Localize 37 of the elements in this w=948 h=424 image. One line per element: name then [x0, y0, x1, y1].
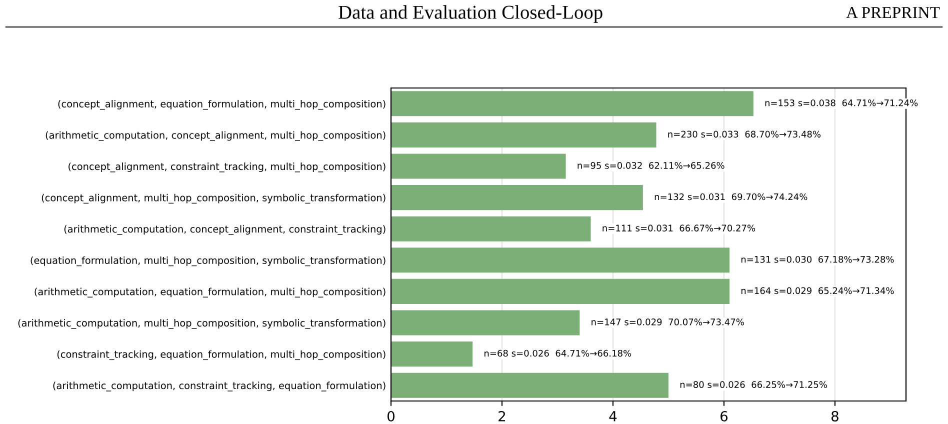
chart-title: Data and Evaluation Closed-Loop: [338, 5, 602, 23]
y-tick-label: (arithmetic_computation, multi_hop_composition, symbolic_transformation): [18, 319, 386, 329]
bar: [391, 185, 643, 210]
bar: [391, 278, 730, 304]
bar: [391, 310, 580, 336]
bar: [391, 248, 730, 273]
y-tick-label: (concept_alignment, equation_formulation, multi_hop_composition): [58, 100, 386, 110]
annotation: n=68 s=0.026 64.71%→66.18%: [484, 350, 632, 357]
y-tick-label: (arithmetic_computation, concept_alignment, multi_hop_composition): [46, 131, 386, 141]
bar: [391, 372, 668, 398]
annotation: n=147 s=0.029 70.07%→73.47%: [592, 318, 744, 326]
bar: [391, 154, 566, 179]
annotation: n=230 s=0.033 68.70%→73.48%: [668, 130, 821, 138]
x-tick-label: 2: [498, 410, 506, 422]
annotation: n=132 s=0.031 69.70%→74.24%: [654, 193, 808, 200]
annotation: n=153 s=0.038 64.71%→71.24%: [765, 99, 918, 106]
x-tick-label: 4: [609, 411, 617, 422]
annotation: n=164 s=0.029 65.24%→71.34%: [741, 287, 894, 294]
x-tick-label: 8: [831, 410, 838, 422]
annotation: n=95 s=0.032 62.11%→65.26%: [578, 162, 724, 169]
y-tick-label: (arithmetic_computation, constraint_tracking, equation_formulation): [53, 382, 386, 392]
x-tick-label: 6: [720, 410, 728, 422]
x-tick-label: 0: [387, 410, 394, 422]
bar: [391, 91, 754, 116]
y-tick-label: (constraint_tracking, equation_formulation, multi_hop_composition): [57, 350, 386, 360]
bar: [391, 216, 591, 242]
y-tick-label: (arithmetic_computation, equation_formulation, multi_hop_composition): [34, 288, 386, 298]
y-tick-label: (equation_formulation, multi_hop_composition, symbolic_transformation): [30, 256, 386, 266]
bar: [391, 342, 473, 367]
annotation: n=131 s=0.030 67.18%→73.28%: [741, 256, 894, 263]
y-tick-label: (concept_alignment, constraint_tracking, multi_hop_composition): [68, 162, 386, 172]
bar: [391, 122, 656, 148]
y-tick-label: (concept_alignment, multi_hop_composition, symbolic_transformation): [42, 194, 386, 204]
annotation: n=111 s=0.031 66.67%→70.27%: [602, 224, 756, 232]
text: A PREPRINT: [846, 7, 940, 18]
y-tick-label: (arithmetic_computation, concept_alignment, constraint_tracking): [64, 225, 386, 235]
annotation: n=80 s=0.026 66.25%→71.25%: [680, 381, 827, 388]
